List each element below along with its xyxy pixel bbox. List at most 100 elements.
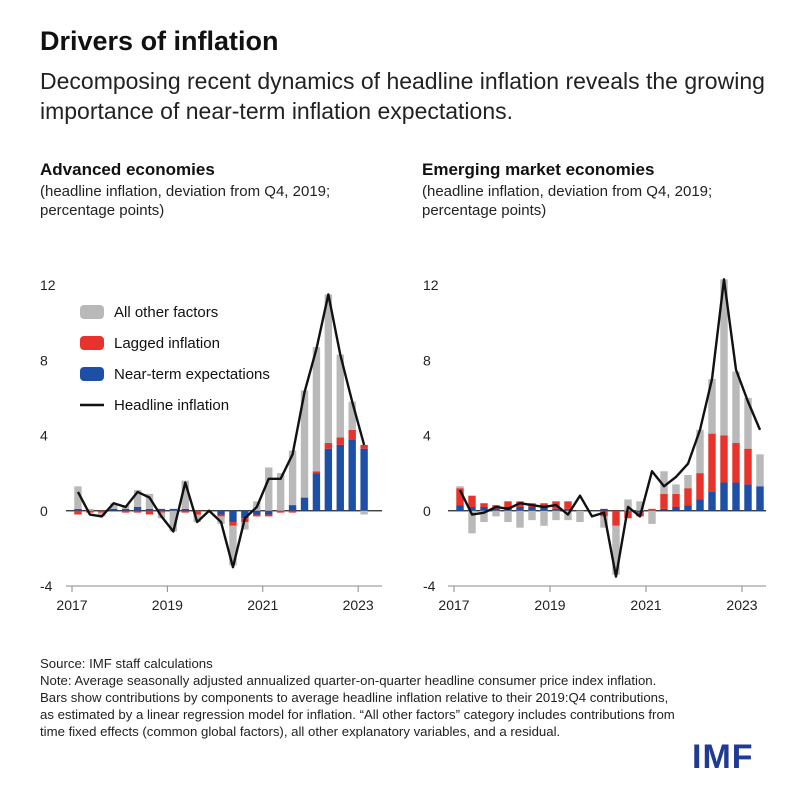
bar-expectations <box>241 510 249 519</box>
bar-other <box>312 347 321 472</box>
bar-lagged <box>696 473 704 500</box>
y-tick-label: 12 <box>40 277 56 293</box>
bar-other <box>492 510 500 517</box>
bar-other <box>181 480 189 509</box>
bar-expectations <box>288 505 297 511</box>
legend-swatch-lagged <box>80 336 104 350</box>
page-title: Drivers of inflation <box>40 26 279 56</box>
bar-lagged <box>540 503 548 507</box>
bar-other <box>720 279 728 436</box>
bar-other <box>98 512 106 517</box>
legend-label-expectations: Near-term expectations <box>114 366 270 383</box>
bar-lagged <box>744 448 752 485</box>
bar-lagged <box>312 471 321 474</box>
bar-expectations <box>720 482 728 511</box>
bar-other <box>360 510 368 515</box>
panel-subtitle-emerging: (headline inflation, deviation from Q4, … <box>422 183 713 219</box>
bar-other <box>468 510 476 534</box>
y-tick-label: -4 <box>423 578 436 594</box>
x-tick-label: 2019 <box>534 597 565 613</box>
bar-other <box>708 379 716 434</box>
bar-other <box>265 467 273 511</box>
bar-other <box>480 510 488 523</box>
legend-swatch-expectations <box>80 367 104 381</box>
bar-lagged <box>648 508 656 511</box>
bar-other <box>696 429 704 474</box>
bar-lagged <box>253 514 261 517</box>
bar-lagged <box>276 510 285 513</box>
bar-expectations <box>516 506 524 511</box>
bar-other <box>324 294 333 444</box>
bar-other <box>660 471 668 494</box>
imf-logo: IMF <box>692 738 754 776</box>
bar-other <box>756 454 764 487</box>
bar-expectations <box>552 508 560 511</box>
bar-lagged <box>456 488 464 506</box>
y-tick-label: 8 <box>423 352 431 368</box>
y-tick-label: -4 <box>40 578 53 594</box>
bar-expectations <box>300 497 309 511</box>
bar-other <box>276 473 285 511</box>
methodology-note: Note: Average seasonally adjusted annual… <box>40 673 675 739</box>
bar-other <box>288 450 297 506</box>
page-subtitle: Decomposing recent dynamics of headline … <box>40 68 765 124</box>
bar-other <box>336 354 344 438</box>
bar-expectations <box>133 506 142 511</box>
bar-other <box>145 493 154 509</box>
bar-lagged <box>145 510 154 515</box>
bar-lagged <box>336 437 344 445</box>
bar-expectations <box>181 508 189 511</box>
bar-lagged <box>265 514 273 517</box>
bar-expectations <box>600 508 608 511</box>
bar-expectations <box>324 448 333 511</box>
bar-other <box>300 390 309 498</box>
bar-lagged <box>468 495 476 507</box>
panel-title-emerging: Emerging market economies <box>422 160 655 179</box>
headline-inflation-line <box>76 293 366 569</box>
bar-other <box>516 510 524 528</box>
y-tick-label: 0 <box>423 503 431 519</box>
x-tick-label: 2023 <box>726 597 757 613</box>
bar-other <box>528 510 536 521</box>
bar-lagged <box>181 510 189 513</box>
bar-expectations <box>672 506 680 511</box>
bar-lagged <box>157 510 166 513</box>
x-tick-label: 2017 <box>56 597 87 613</box>
legend-label-lagged: Lagged inflation <box>114 335 220 352</box>
bar-other <box>540 510 548 526</box>
bar-expectations <box>732 482 740 511</box>
bar-lagged <box>624 510 632 519</box>
bar-other <box>684 475 692 489</box>
bar-lagged <box>708 433 716 492</box>
bar-lagged <box>480 503 488 507</box>
bar-lagged <box>133 510 142 513</box>
bar-expectations <box>312 473 321 511</box>
bar-lagged <box>348 429 356 440</box>
bar-lagged <box>720 435 728 483</box>
legend-label-other: All other factors <box>114 304 218 321</box>
x-tick-label: 2019 <box>152 597 183 613</box>
bar-other <box>169 510 178 532</box>
x-tick-label: 2021 <box>247 597 278 613</box>
footer-notes: Source: IMF staff calculations Note: Ave… <box>40 655 680 740</box>
bar-lagged <box>324 443 333 449</box>
bar-expectations <box>217 510 225 515</box>
bar-expectations <box>265 510 273 515</box>
bar-other <box>217 516 225 524</box>
bar-other <box>612 525 620 575</box>
bar-expectations <box>480 506 488 511</box>
bar-other <box>600 516 608 528</box>
bar-other <box>648 510 656 524</box>
bar-other <box>672 484 680 494</box>
bar-lagged <box>504 501 512 507</box>
bar-expectations <box>253 510 261 515</box>
bar-expectations <box>528 506 536 511</box>
bar-other <box>133 490 142 507</box>
bar-lagged <box>217 514 225 517</box>
bar-other <box>576 510 584 523</box>
bar-lagged <box>732 443 740 483</box>
y-tick-label: 4 <box>423 428 431 444</box>
bar-other <box>110 503 118 509</box>
bar-other <box>456 486 464 489</box>
